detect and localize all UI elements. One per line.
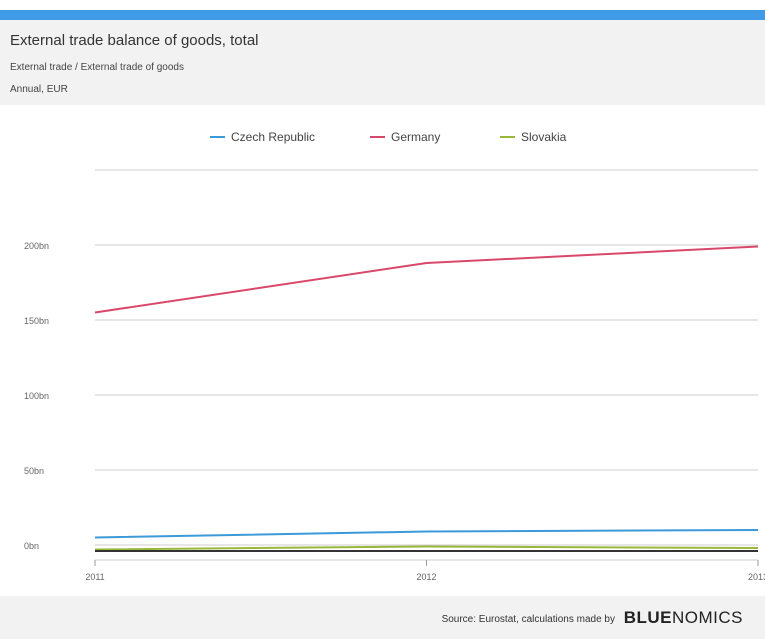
chart-footer: Source: Eurostat, calculations made by B… — [0, 596, 765, 639]
series-line — [94, 545, 759, 551]
chart-subtitle: External trade / External trade of goods — [10, 62, 184, 73]
accent-bar — [0, 10, 765, 20]
legend-label: Germany — [391, 130, 440, 144]
series-line — [94, 529, 759, 539]
source-text: Source: Eurostat, calculations made by — [441, 614, 615, 625]
chart-title: External trade balance of goods, total — [10, 32, 259, 49]
brand-logo: BLUENOMICS — [624, 608, 743, 628]
x-axis: 2011 2012 2013 — [85, 559, 765, 582]
x-tick-label: 2011 — [85, 572, 104, 582]
legend-label: Slovakia — [521, 130, 567, 144]
legend: Czech Republic Germany Slovakia — [210, 130, 567, 144]
x-tick-label: 2013 — [748, 572, 765, 582]
x-tick-label: 2012 — [416, 572, 436, 582]
line-chart: Czech Republic Germany Slovakia 0bn 50bn 100… — [24, 130, 765, 582]
chart-frequency: Annual, EUR — [10, 84, 68, 95]
grid — [95, 169, 758, 546]
top-spacer — [0, 0, 765, 10]
legend-label: Czech Republic — [231, 130, 315, 144]
brand-logo-light: NOMICS — [672, 608, 743, 627]
chart-area: Czech Republic Germany Slovakia 0bn 50bn 100… — [0, 105, 765, 595]
series-lines — [94, 245, 759, 552]
y-axis-labels: 0bn 50bn 100bn 150bn 200bn — [24, 241, 49, 551]
chart-header: External trade balance of goods, total E… — [0, 20, 765, 105]
y-tick-label: 50bn — [24, 466, 44, 476]
y-tick-label: 200bn — [24, 241, 49, 251]
brand-logo-bold: BLUE — [623, 608, 672, 627]
y-tick-label: 150bn — [24, 316, 49, 326]
y-tick-label: 0bn — [24, 541, 39, 551]
series-line — [94, 245, 759, 314]
y-tick-label: 100bn — [24, 391, 49, 401]
